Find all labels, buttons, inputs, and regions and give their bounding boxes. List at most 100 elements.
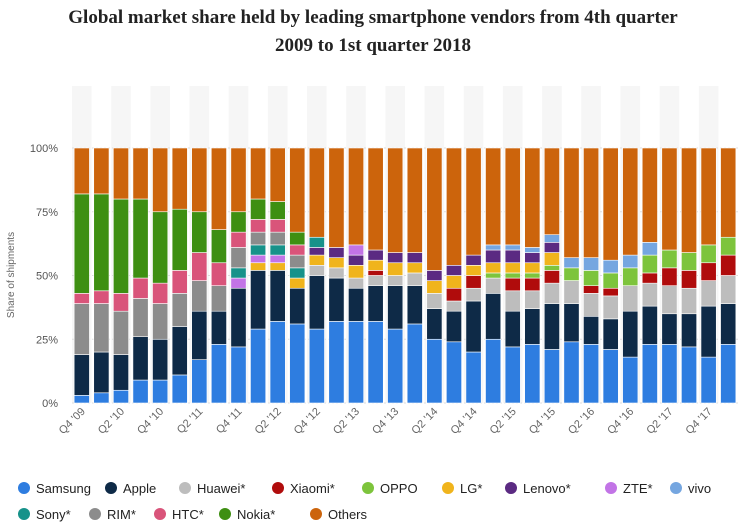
legend-label[interactable]: HTC* (172, 507, 204, 522)
bar-segment (700, 262, 717, 281)
bar-segment (348, 147, 364, 246)
legend-label[interactable]: Apple (123, 481, 156, 496)
bar-segment (426, 308, 443, 340)
bar-segment (485, 338, 502, 404)
bar-segment (465, 275, 482, 289)
bar-segment (583, 270, 600, 286)
bar-segment (641, 305, 658, 345)
bar-segment (113, 147, 129, 200)
bar-segment (308, 254, 325, 266)
bar-segment (563, 280, 580, 304)
bar-segment (543, 234, 560, 243)
bar-segment (720, 344, 737, 404)
legend-marker (272, 482, 284, 494)
bar-segment (367, 275, 384, 286)
bar-segment (348, 244, 364, 256)
bar-segment (602, 272, 619, 289)
bar-segment (426, 270, 443, 281)
legend-label[interactable]: RIM* (107, 507, 136, 522)
legend-label[interactable]: Samsung (36, 481, 91, 496)
bar-segment (661, 344, 678, 404)
legend-label[interactable]: Others (328, 507, 368, 522)
bar-segment (191, 147, 208, 213)
bar-segment (113, 354, 129, 391)
bar-segment (446, 275, 462, 289)
x-tick-label: Q2 '11 (175, 406, 206, 437)
bar-segment (289, 267, 306, 279)
bar-segment (348, 264, 364, 279)
bar-segment (171, 326, 188, 376)
legend-label[interactable]: Nokia* (237, 507, 275, 522)
legend-label[interactable]: OPPO (380, 481, 418, 496)
bar-segment (583, 285, 600, 294)
x-tick-label: Q4 '12 (292, 406, 323, 437)
bar-segment (406, 262, 423, 274)
bar-segment (524, 290, 541, 309)
bar-segment (171, 270, 188, 294)
bar-segment (504, 244, 521, 251)
legend-marker (154, 508, 166, 520)
bar-segment (230, 247, 247, 269)
bar-segment (504, 249, 521, 264)
bar-segment (328, 277, 345, 322)
bar-segment (641, 344, 658, 404)
bar-segment (289, 254, 306, 269)
bar-segment (191, 280, 208, 312)
bar-segment (681, 346, 697, 404)
bar-segment (308, 247, 325, 256)
bar-segment (152, 282, 169, 304)
bar-segment (622, 285, 639, 312)
bar-segment (73, 395, 90, 404)
y-tick-label: 50% (36, 271, 58, 283)
bar-segment (563, 303, 580, 343)
bar-segment (543, 282, 560, 304)
bar-segment (446, 310, 462, 343)
bar-segment (132, 198, 149, 279)
bar-segment (289, 323, 306, 404)
bar-segment (387, 285, 404, 330)
bar-segment (93, 351, 110, 394)
legend-marker (605, 482, 617, 494)
legend-label[interactable]: Xiaomi* (290, 481, 335, 496)
bar-segment (132, 277, 149, 299)
bar-segment (230, 277, 247, 289)
x-tick-label: Q2 '10 (96, 406, 127, 437)
bar-segment (524, 147, 541, 248)
bar-segment (543, 252, 560, 266)
bar-segment (348, 254, 364, 266)
legend-marker (362, 482, 374, 494)
bar-segment (328, 257, 345, 269)
bar-segment (446, 300, 462, 312)
bar-segment (504, 290, 521, 312)
bar-segment (250, 244, 267, 256)
bar-segment (602, 349, 619, 404)
legend-label[interactable]: Lenovo* (523, 481, 571, 496)
bar-segment (504, 346, 521, 404)
bar-segment (583, 344, 600, 404)
legend-label[interactable]: LG* (460, 481, 482, 496)
bar-segment (269, 231, 286, 246)
bar-segment (171, 208, 188, 271)
bar-segment (681, 252, 697, 271)
bar-segment (485, 244, 502, 251)
bar-segment (406, 147, 423, 253)
legend-label[interactable]: ZTE* (623, 481, 653, 496)
bar-segment (465, 264, 482, 276)
bar-segment (465, 254, 482, 266)
x-tick-label: Q4 '14 (449, 406, 480, 437)
bar-segment (681, 313, 697, 348)
bar-segment (661, 147, 678, 251)
bar-segment (387, 328, 404, 404)
x-tick-label: Q2 '16 (566, 406, 597, 437)
x-tick-label: Q2 '12 (253, 406, 284, 437)
bar-segment (641, 272, 658, 284)
legend-label[interactable]: Sony* (36, 507, 71, 522)
bar-segment (269, 254, 286, 264)
bar-segment (132, 336, 149, 381)
bar-segment (250, 254, 267, 264)
bar-segment (387, 252, 404, 264)
legend-label[interactable]: Huawei* (197, 481, 245, 496)
bar-segment (446, 287, 462, 302)
x-tick-label: Q4 '15 (527, 406, 558, 437)
legend-label[interactable]: vivo (688, 481, 711, 496)
